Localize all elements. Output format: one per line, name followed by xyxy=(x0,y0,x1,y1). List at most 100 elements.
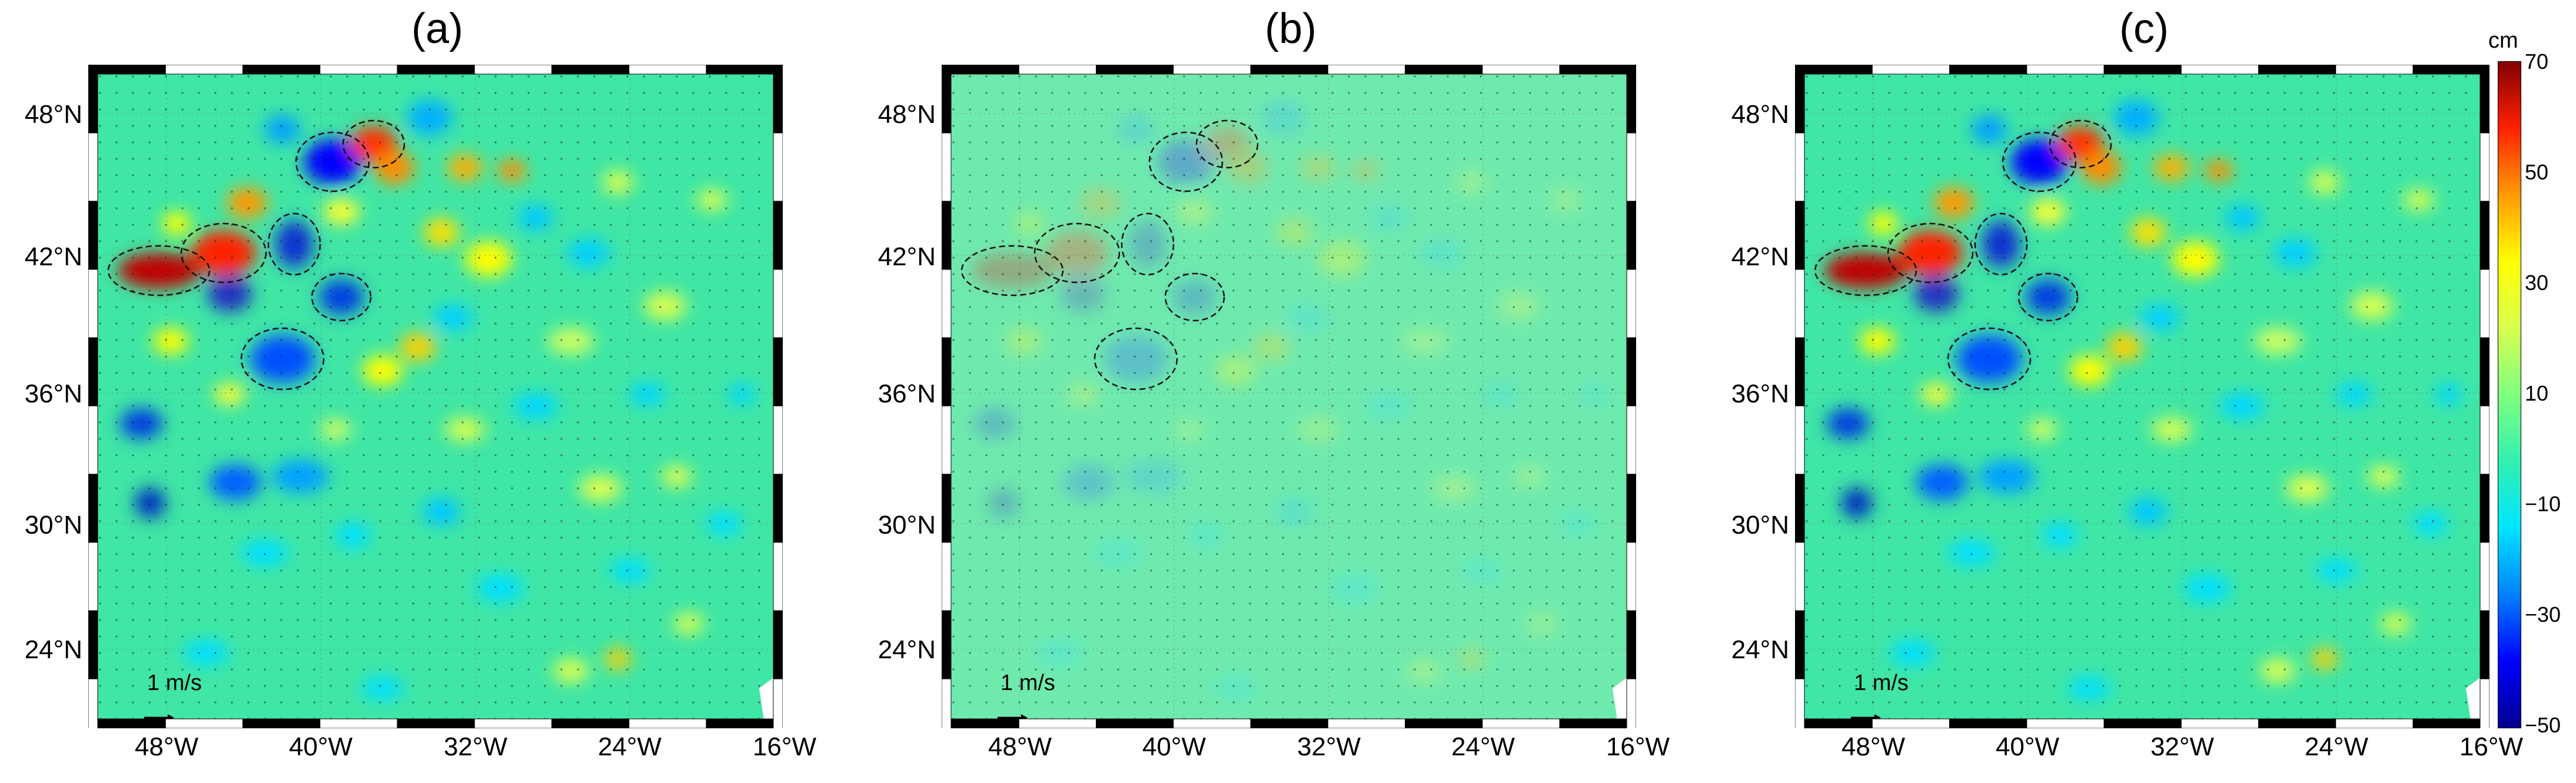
lat-label: 36°N xyxy=(877,379,936,408)
eddy-blob xyxy=(1401,328,1448,354)
eddy-blob xyxy=(477,574,524,602)
eddy-blob xyxy=(1515,466,1545,487)
eddy-blob xyxy=(1869,212,1897,235)
eddy-blob xyxy=(1189,522,1224,548)
eddy-blob xyxy=(1921,384,1952,405)
eddy-blob xyxy=(1158,139,1214,184)
eddy-blob xyxy=(1118,115,1154,144)
eddy-blob xyxy=(2380,613,2411,634)
eddy-blob xyxy=(1421,239,1463,267)
lat-label: 48°N xyxy=(877,100,936,129)
eddy-blob xyxy=(567,239,610,267)
colorbar-tick: −10 xyxy=(2525,492,2561,516)
eddy-blob xyxy=(1979,460,2035,493)
lon-label: 48°W xyxy=(1841,732,1906,761)
lat-label: 42°N xyxy=(24,242,82,271)
panel-title-c: (c) xyxy=(2119,5,2169,52)
eddy-blob xyxy=(1172,279,1217,315)
lon-label: 40°W xyxy=(288,732,353,761)
eddy-blob xyxy=(1125,460,1182,493)
panel-title-b: (b) xyxy=(1265,5,1317,52)
eddy-blob xyxy=(2069,355,2109,386)
eddy-blob xyxy=(1277,218,1312,246)
eddy-blob xyxy=(1037,640,1082,666)
ocean-background xyxy=(1795,65,2489,728)
eddy-blob xyxy=(1215,677,1257,700)
eddy-blob xyxy=(1298,418,1338,441)
eddy-blob xyxy=(275,221,313,268)
eddy-blob xyxy=(1301,155,1336,181)
eddy-blob xyxy=(1982,221,2020,268)
eddy-blob xyxy=(227,188,267,218)
scale-arrow-label: 1 m/s xyxy=(1001,671,1055,695)
eddy-blob xyxy=(363,355,403,386)
eddy-blob xyxy=(2027,419,2058,440)
eddy-blob xyxy=(214,384,245,405)
lat-label: 36°N xyxy=(24,379,82,408)
eddy-blob xyxy=(433,305,473,331)
map-panel-b xyxy=(942,65,1636,728)
colorbar-tick: 70 xyxy=(2525,49,2549,74)
eddy-blob xyxy=(2030,199,2066,225)
eddy-blob xyxy=(265,115,300,144)
eddy-blob xyxy=(2205,160,2233,181)
eddy-blob xyxy=(513,393,558,419)
eddy-blob xyxy=(400,333,436,361)
eddy-blob xyxy=(374,151,414,184)
eddy-blob xyxy=(465,241,512,276)
eddy-blob xyxy=(2152,418,2192,441)
colorbar-tick: −50 xyxy=(2525,713,2561,737)
eddy-blob xyxy=(605,648,631,669)
lon-label: 32°W xyxy=(2150,732,2215,761)
lat-label: 30°N xyxy=(24,511,82,539)
eddy-blob xyxy=(2368,466,2399,487)
eddy-blob xyxy=(184,640,228,666)
eddy-blob xyxy=(1827,408,1869,439)
eddy-blob xyxy=(1432,475,1475,501)
eddy-blob xyxy=(553,659,589,682)
eddy-blob xyxy=(1063,465,1115,500)
eddy-blob xyxy=(729,384,754,405)
lon-label: 16°W xyxy=(1606,732,1670,761)
current-streamlines xyxy=(960,119,1259,391)
colorbar xyxy=(2498,61,2521,728)
eddy-blob xyxy=(2114,100,2159,135)
eddy-blob xyxy=(153,328,188,354)
scale-arrow-label: 1 m/s xyxy=(1854,671,1909,695)
eddy-blob xyxy=(662,466,692,487)
lat-label: 36°N xyxy=(1731,379,1789,408)
eddy-blob xyxy=(1957,335,2022,382)
eddy-blob xyxy=(1061,276,1105,312)
eddy-blob xyxy=(610,559,650,582)
eddy-blob xyxy=(1914,276,1959,312)
eddy-blob xyxy=(407,100,452,135)
eddy-blob xyxy=(1006,328,1042,354)
lon-label: 48°W xyxy=(134,732,199,761)
ocean-background xyxy=(942,65,1636,728)
eddy-blob xyxy=(2309,171,2340,194)
map-frame xyxy=(88,65,783,728)
eddy-blob xyxy=(2172,241,2219,276)
eddy-blob xyxy=(191,231,256,275)
map-frame xyxy=(942,65,1636,728)
lat-label: 24°N xyxy=(24,635,82,664)
eddy-blob xyxy=(241,540,288,566)
eddy-blob xyxy=(272,460,328,493)
eddy-blob xyxy=(1276,498,1314,526)
eddy-blob xyxy=(2129,498,2167,526)
eddy-blob xyxy=(2081,151,2121,184)
eddy-blob xyxy=(971,253,1053,288)
eddy-blob xyxy=(207,276,252,312)
lat-label: 42°N xyxy=(1731,242,1789,271)
eddy-blob xyxy=(1216,355,1256,386)
eddy-blob xyxy=(335,522,371,548)
map-panel-c xyxy=(1795,65,2489,728)
lon-label: 24°W xyxy=(1451,732,1515,761)
eddy-blob xyxy=(2351,292,2393,320)
eddy-blob xyxy=(210,465,261,500)
eddy-blob xyxy=(320,419,351,440)
velocity-vectors xyxy=(1806,75,2484,720)
eddy-blob xyxy=(630,382,665,406)
eddy-blob xyxy=(1972,115,2007,144)
eddy-blob xyxy=(1407,659,1442,682)
